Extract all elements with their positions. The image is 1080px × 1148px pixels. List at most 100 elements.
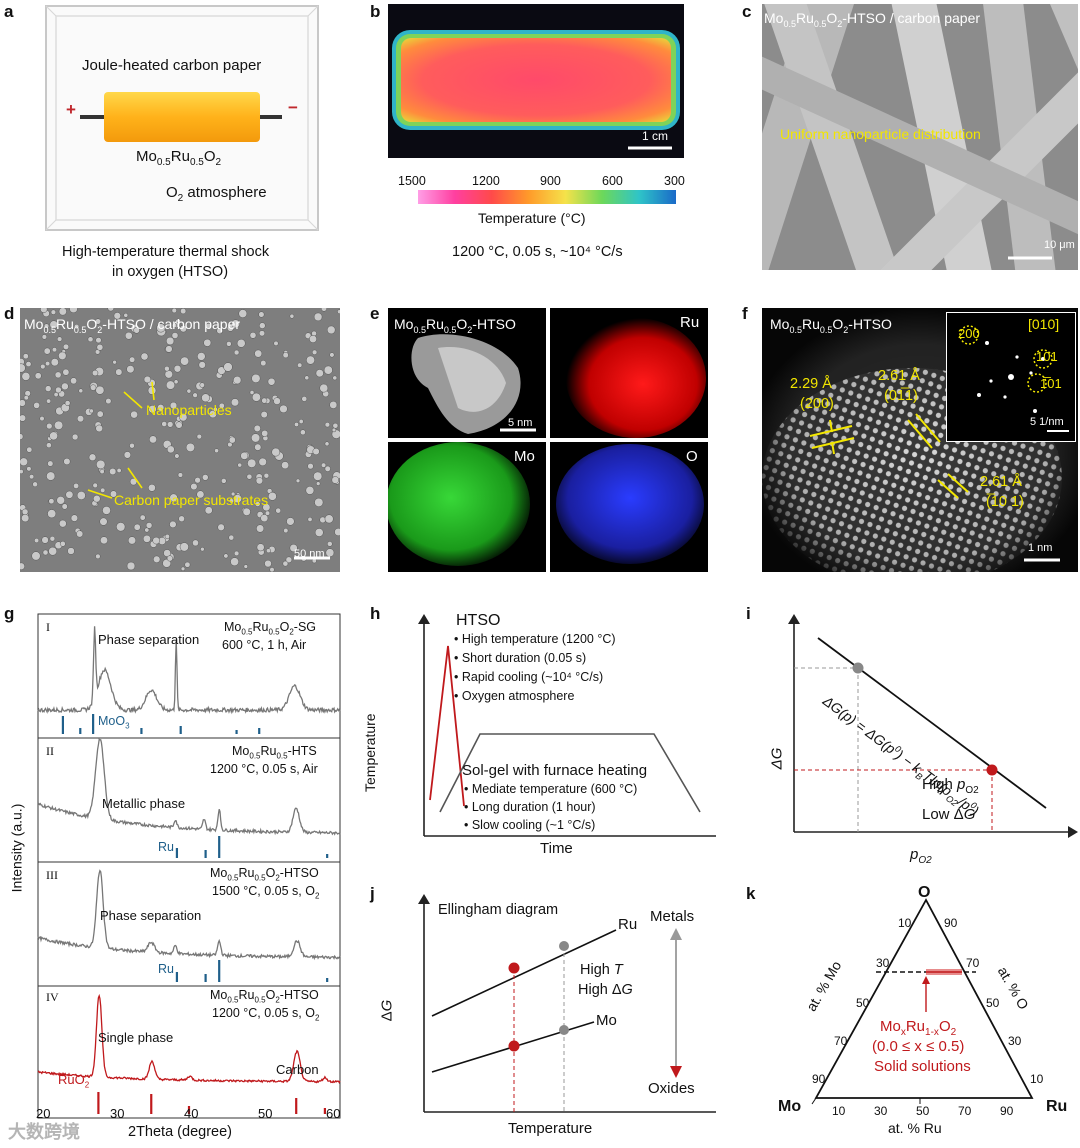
nanoparticle-texture xyxy=(140,352,149,361)
htso-item-3: • Rapid cooling (~10⁴ °C/s) xyxy=(454,670,604,684)
nanoparticle-texture xyxy=(226,341,232,347)
fft-zone-axis: [010] xyxy=(1028,316,1060,332)
ternary-right-tick-2: 70 xyxy=(966,956,980,970)
nanoparticle-texture xyxy=(258,457,267,467)
nanoparticle-texture xyxy=(285,556,293,564)
xrd-xtick-40: 40 xyxy=(184,1106,199,1121)
nanoparticle-texture xyxy=(26,466,32,472)
nanoparticle-texture xyxy=(148,483,156,492)
panel-b-caption: 1200 °C, 0.05 s, ~10⁴ °C/s xyxy=(452,244,623,260)
nanoparticle-texture xyxy=(283,528,289,534)
sg-item-1: • Mediate temperature (600 °C) xyxy=(464,782,638,796)
nanoparticle-texture xyxy=(240,451,249,460)
i-xlabel: pO2 xyxy=(910,846,932,866)
nanoparticle-texture xyxy=(202,474,209,481)
nanoparticle-texture xyxy=(169,401,178,410)
nanoparticle-texture xyxy=(175,421,183,429)
uniform-distribution-annotation: Uniform nanoparticle distribution xyxy=(780,126,981,142)
nanoparticle-texture xyxy=(64,400,71,406)
nanoparticle-texture xyxy=(223,362,233,372)
nanoparticle-texture xyxy=(95,337,102,344)
nanoparticle-texture xyxy=(334,527,340,537)
xrd-xtick-30: 30 xyxy=(110,1106,125,1121)
nanoparticle-texture xyxy=(256,543,265,552)
xrd-note-1: Phase separation xyxy=(98,632,200,647)
nanoparticle-texture xyxy=(51,347,58,353)
panel-label-h: h xyxy=(370,604,381,623)
nanoparticle-texture xyxy=(281,461,290,470)
material-label: Mo0.5Ru0.5O2 xyxy=(136,148,222,168)
nanoparticle-texture xyxy=(304,375,310,381)
ternary-left-tick-4: 70 xyxy=(834,1034,848,1048)
ellingham-metals: Metals xyxy=(650,908,695,925)
nanoparticle-texture xyxy=(76,415,85,423)
nanoparticle-texture xyxy=(58,308,67,316)
nanoparticle-texture xyxy=(49,431,58,441)
nanoparticle-texture xyxy=(93,494,101,503)
xrd-ylabel: Intensity (a.u.) xyxy=(8,803,25,893)
nanoparticle-texture xyxy=(243,564,249,569)
nanoparticle-texture xyxy=(99,468,105,475)
nanoparticle-texture xyxy=(123,312,129,318)
nanoparticle-texture xyxy=(115,368,123,376)
nanoparticle-texture xyxy=(130,410,138,419)
nanoparticle-texture xyxy=(179,325,187,333)
nanoparticle-texture xyxy=(261,397,268,404)
nanoparticle-texture xyxy=(267,377,276,386)
nanoparticle-texture xyxy=(223,553,229,559)
panel-d-scale-label: 50 nm xyxy=(294,548,325,560)
nanoparticle-texture xyxy=(180,356,190,366)
nanoparticle-texture xyxy=(324,422,331,428)
nanoparticle-texture xyxy=(309,335,317,343)
nanoparticle-texture xyxy=(247,458,257,468)
nanoparticle-texture xyxy=(169,493,178,502)
xrd-roman-1: I xyxy=(46,620,50,634)
nanoparticle-texture xyxy=(253,424,261,432)
xrd-ref-2: Ru xyxy=(158,840,174,854)
nanoparticle-texture xyxy=(95,385,105,395)
nanoparticle-texture xyxy=(297,362,303,368)
nanoparticle-texture xyxy=(233,494,242,504)
xrd-xtick-50: 50 xyxy=(258,1106,273,1121)
xrd-chart xyxy=(0,600,350,1143)
nanoparticle-texture xyxy=(109,490,118,498)
nanoparticle-texture xyxy=(260,514,269,523)
nanoparticle-texture xyxy=(149,435,157,444)
nanoparticle-texture xyxy=(237,462,243,468)
nanoparticle-texture xyxy=(70,514,79,522)
xrd-xtick-60: 60 xyxy=(326,1106,341,1121)
nanoparticle-texture xyxy=(246,473,253,480)
nanoparticle-texture xyxy=(180,566,186,572)
nanoparticle-texture xyxy=(56,496,65,505)
nanoparticle-texture xyxy=(133,523,141,531)
nanoparticle-texture xyxy=(116,468,122,473)
nanoparticle-texture xyxy=(126,561,136,571)
ternary-left-tick-1: 10 xyxy=(898,916,912,930)
ternary-left-tick-3: 50 xyxy=(856,996,870,1010)
panel-f-title: Mo0.5Ru0.5O2-HTSO xyxy=(770,316,892,335)
temperature-profile-diagram xyxy=(380,600,720,840)
xrd-ref-3: Ru xyxy=(158,962,174,976)
nanoparticles-annotation: Nanoparticles xyxy=(146,402,232,418)
nanoparticle-texture xyxy=(217,523,225,531)
nanoparticle-texture xyxy=(329,400,338,409)
xrd-cond-4: 1200 °C, 0.05 s, O2 xyxy=(212,1006,320,1023)
nanoparticle-texture xyxy=(275,507,282,514)
nanoparticle-texture xyxy=(255,477,264,485)
nanoparticle-texture xyxy=(263,472,270,479)
nanoparticle-texture xyxy=(165,336,175,346)
nanoparticle-texture xyxy=(327,541,333,547)
substrates-annotation: Carbon paper substrates xyxy=(114,492,269,508)
nanoparticle-texture xyxy=(20,457,28,467)
nanoparticle-texture xyxy=(173,364,182,373)
xrd-pattern-3 xyxy=(37,869,341,961)
xrd-pattern-1 xyxy=(37,626,341,715)
nanoparticle-texture xyxy=(216,327,223,335)
nanoparticle-texture xyxy=(192,392,198,398)
xrd-roman-2: II xyxy=(46,744,54,758)
nanoparticle-texture xyxy=(306,355,315,365)
nanoparticle-texture xyxy=(313,312,323,322)
nanoparticle-texture xyxy=(69,308,78,314)
colorbar-title: Temperature (°C) xyxy=(478,210,586,226)
nanoparticle-texture xyxy=(203,338,212,347)
